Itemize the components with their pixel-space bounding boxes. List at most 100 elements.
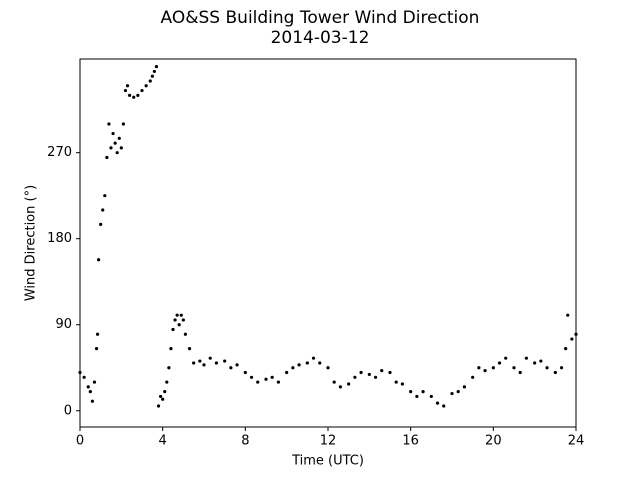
data-point [456, 390, 460, 394]
data-point [128, 93, 132, 97]
data-point [235, 363, 239, 367]
data-point [92, 380, 97, 384]
data-point [504, 356, 508, 360]
data-point [156, 404, 161, 408]
data-point [181, 318, 185, 322]
data-point [574, 332, 578, 336]
x-tick-label: 4 [159, 434, 167, 449]
data-point [152, 69, 156, 74]
data-point [90, 399, 94, 403]
data-point [264, 377, 268, 381]
data-point [291, 366, 295, 370]
y-tick-label: 180 [47, 231, 72, 246]
data-point [177, 323, 181, 327]
x-axis-label: Time (UTC) [291, 454, 364, 469]
data-point [105, 155, 109, 160]
data-point [192, 361, 196, 365]
data-point [183, 332, 187, 336]
data-point [175, 313, 179, 317]
data-point [421, 390, 425, 394]
data-point [86, 385, 90, 389]
data-point [103, 194, 107, 198]
data-point [462, 385, 466, 389]
x-tick-label: 0 [76, 434, 84, 449]
data-point [94, 347, 99, 351]
data-point [229, 366, 233, 370]
data-point [332, 380, 336, 384]
data-point [115, 151, 119, 155]
data-point [367, 372, 371, 377]
data-point [359, 370, 363, 375]
data-point [109, 146, 113, 150]
data-point [347, 382, 351, 386]
data-point [497, 361, 502, 365]
data-point [409, 390, 413, 394]
data-point [123, 88, 128, 93]
y-tick-label: 270 [47, 145, 72, 160]
data-point [566, 313, 570, 317]
data-point [380, 369, 384, 373]
chart-subtitle: 2014-03-12 [271, 28, 370, 48]
data-point [394, 380, 398, 384]
data-point [297, 363, 301, 367]
data-point [167, 366, 171, 370]
data-point [249, 375, 254, 379]
data-point [353, 375, 357, 379]
data-point [564, 347, 568, 351]
data-point [150, 74, 154, 78]
data-point [311, 356, 316, 360]
data-point [429, 394, 433, 399]
data-point [101, 208, 105, 212]
data-point [388, 370, 392, 375]
x-tick-label: 8 [241, 434, 249, 449]
data-point [214, 361, 218, 365]
data-point [117, 136, 121, 140]
data-point [435, 401, 440, 405]
data-point [140, 88, 144, 93]
data-point [553, 370, 557, 375]
data-point [483, 369, 487, 373]
chart-title: AO&SS Building Tower Wind Direction [161, 8, 480, 28]
data-point [400, 382, 404, 386]
data-point [136, 93, 140, 97]
data-point [545, 366, 549, 370]
data-point [533, 361, 537, 365]
data-point [154, 65, 159, 69]
data-point [243, 370, 247, 375]
data-point [450, 391, 454, 396]
data-point [111, 131, 115, 136]
data-point [270, 375, 274, 379]
data-point [132, 95, 136, 99]
data-point [256, 380, 260, 384]
data-point [113, 141, 117, 145]
data-point [163, 390, 167, 394]
data-point [415, 394, 419, 399]
data-point [148, 79, 152, 83]
data-point [471, 375, 475, 379]
data-point [107, 122, 111, 126]
data-point [78, 370, 82, 375]
data-point [570, 337, 574, 341]
data-point [144, 84, 148, 88]
data-point [373, 375, 378, 379]
data-point [524, 356, 529, 360]
y-tick-label: 0 [64, 403, 72, 418]
plot-frame [79, 58, 577, 428]
data-point [198, 359, 202, 363]
data-point [88, 390, 92, 394]
data-point [179, 313, 183, 317]
data-point [97, 258, 101, 262]
data-point [161, 397, 165, 401]
x-tick-label: 24 [568, 434, 585, 449]
data-point [99, 222, 103, 226]
data-point [208, 356, 212, 360]
data-point [169, 347, 173, 351]
data-point [82, 375, 86, 379]
data-point [173, 318, 177, 322]
data-point [442, 404, 446, 408]
data-point [159, 394, 163, 399]
data-point [165, 380, 169, 384]
data-point [491, 366, 495, 370]
data-point [171, 327, 175, 332]
